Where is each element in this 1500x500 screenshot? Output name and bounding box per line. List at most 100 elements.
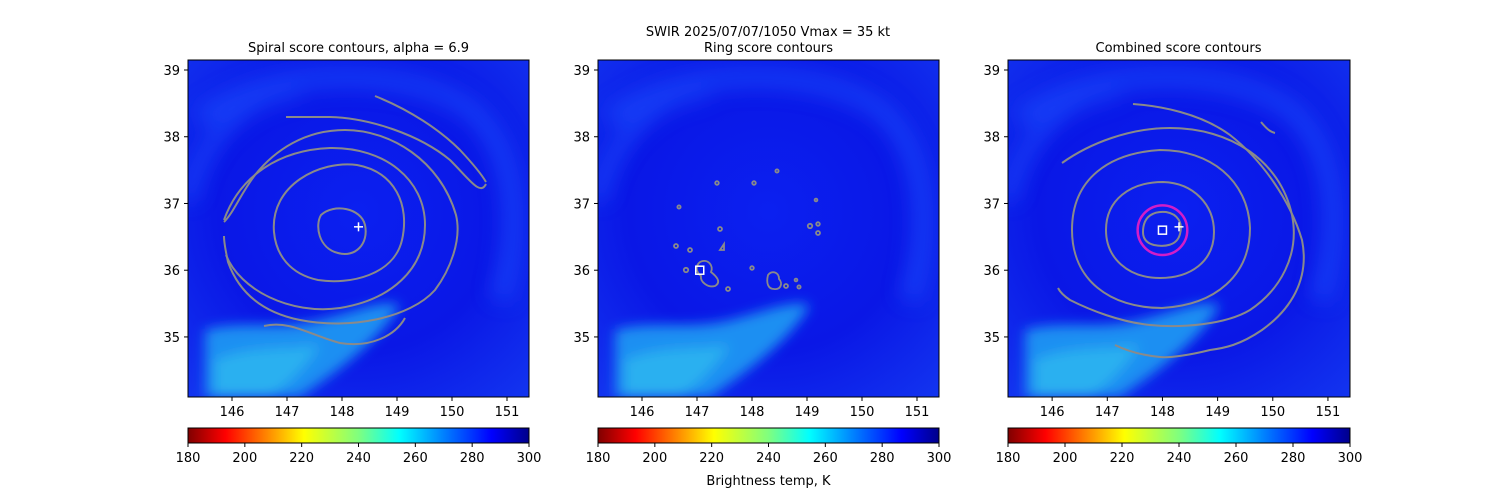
ring-contours: [673, 168, 821, 292]
square-marker: [1157, 225, 1168, 235]
colorbar-gradient: [597, 427, 940, 444]
colorbar-gradient: [1007, 427, 1351, 444]
contour-6: [374, 95, 487, 183]
colorbar-spiral: 180 200 220 240 260 280 300: [176, 427, 542, 466]
colorbar-tick-label: 180: [586, 451, 611, 466]
cold-cloud-shield: [205, 303, 400, 397]
y-tick-label: 39: [163, 64, 180, 79]
y-axis-ticks: 35 36 37 38 39: [163, 64, 188, 346]
panel-combined: Combined score contours 146 147 148 149 150 1…: [983, 41, 1351, 420]
spiral-band: [598, 66, 934, 304]
colorbar-tick-label: 220: [1110, 451, 1135, 466]
colorbar-tick-label: 200: [642, 451, 667, 466]
x-axis-ticks: 146 147 148 149 150 151: [630, 397, 930, 420]
spiral-band: [1008, 66, 1344, 304]
x-tick-label: 147: [685, 405, 710, 420]
x-tick-label: 151: [1316, 405, 1341, 420]
colorbar-tick-label: 280: [870, 451, 895, 466]
x-tick-label: 150: [440, 405, 465, 420]
colorbar-tick-label: 260: [403, 451, 428, 466]
contour-5: [1114, 103, 1305, 359]
colorbar-label: Brightness temp, K: [706, 474, 831, 489]
colorbar-tick-label: 220: [699, 451, 724, 466]
panel-title: Combined score contours: [1096, 41, 1262, 56]
x-tick-label: 150: [1260, 405, 1285, 420]
y-tick-label: 39: [983, 64, 1000, 79]
axes-frame: [1007, 59, 1351, 398]
x-tick-label: 148: [740, 405, 765, 420]
contour-7: [263, 317, 406, 346]
x-tick-label: 150: [850, 405, 875, 420]
square-shape: [1157, 225, 1168, 235]
x-tick-label: 148: [1150, 405, 1175, 420]
contour-2: [272, 163, 406, 283]
colorbar-gradient: [187, 427, 530, 444]
y-tick-label: 38: [573, 131, 590, 146]
panel-ring: Ring score contours: [573, 41, 940, 420]
cold-cloud-shield: [615, 303, 810, 397]
x-tick-label: 151: [495, 405, 520, 420]
colorbar-tick-label: 300: [927, 451, 952, 466]
x-tick-label: 151: [905, 405, 930, 420]
x-tick-label: 149: [385, 405, 410, 420]
contour-4: [1057, 126, 1295, 328]
colorbars: 180 200 220 240 260 280 300 180 200 220 240 260 280 3…: [176, 427, 1363, 466]
x-tick-label: 149: [795, 405, 820, 420]
combined-contours: [1057, 103, 1305, 359]
y-tick-label: 36: [573, 264, 590, 279]
panel-spiral: Spiral score contours, alpha = 6.9 146 14…: [163, 41, 530, 420]
spiral-band: [188, 66, 524, 304]
x-tick-label: 148: [330, 405, 355, 420]
colorbar-tick-label: 300: [1338, 451, 1363, 466]
colorbar-ring: 180 200 220 240 260 280 300: [586, 427, 952, 466]
colorbar-tick-label: 180: [996, 451, 1021, 466]
axes-frame: [187, 59, 530, 398]
contour-4: [223, 128, 459, 325]
y-tick-label: 37: [163, 197, 180, 212]
colorbar-tick-label: 240: [346, 451, 371, 466]
plus-marker: [1174, 222, 1184, 232]
y-tick-label: 36: [163, 264, 180, 279]
contour-3: [1070, 148, 1252, 310]
contour-6: [1260, 121, 1276, 134]
x-tick-label: 147: [1095, 405, 1120, 420]
y-tick-label: 39: [573, 64, 590, 79]
contour-3: [223, 146, 427, 311]
y-tick-label: 38: [983, 131, 1000, 146]
colorbar-tick-label: 200: [232, 451, 257, 466]
panel-title: Ring score contours: [704, 41, 833, 56]
colorbar-tick-label: 240: [756, 451, 781, 466]
square-marker: [695, 265, 705, 275]
colorbar-tick-label: 280: [1281, 451, 1306, 466]
suptitle: SWIR 2025/07/07/1050 Vmax = 35 kt: [646, 25, 890, 40]
y-axis-ticks: 35 36 37 38 39: [573, 64, 598, 346]
colorbar-tick-label: 260: [1224, 451, 1249, 466]
axes-frame: [597, 59, 940, 398]
colorbar-combined: 180 200 220 240 260 280 300: [996, 427, 1363, 466]
y-tick-label: 35: [163, 331, 180, 346]
square-shape: [695, 265, 705, 275]
ring-marker: [1136, 204, 1189, 257]
contour-5: [286, 116, 487, 190]
x-tick-label: 147: [275, 405, 300, 420]
y-tick-label: 35: [983, 331, 1000, 346]
colorbar-tick-label: 300: [517, 451, 542, 466]
contour-2: [1104, 180, 1216, 280]
colorbar-tick-label: 200: [1053, 451, 1078, 466]
y-tick-label: 35: [573, 331, 590, 346]
x-tick-label: 146: [630, 405, 655, 420]
x-axis-ticks: 146 147 148 149 150 151: [220, 397, 520, 420]
y-tick-label: 36: [983, 264, 1000, 279]
colorbar-tick-label: 260: [813, 451, 838, 466]
contour-1: [1141, 210, 1182, 247]
colorbar-tick-label: 220: [289, 451, 314, 466]
x-tick-label: 149: [1205, 405, 1230, 420]
y-tick-label: 37: [573, 197, 590, 212]
x-tick-label: 146: [1040, 405, 1065, 420]
y-tick-label: 37: [983, 197, 1000, 212]
x-axis-ticks: 146 147 148 149 150 151: [1040, 397, 1341, 420]
y-axis-ticks: 35 36 37 38 39: [983, 64, 1008, 346]
colorbar-tick-label: 180: [176, 451, 201, 466]
plus-marker: [354, 222, 363, 232]
